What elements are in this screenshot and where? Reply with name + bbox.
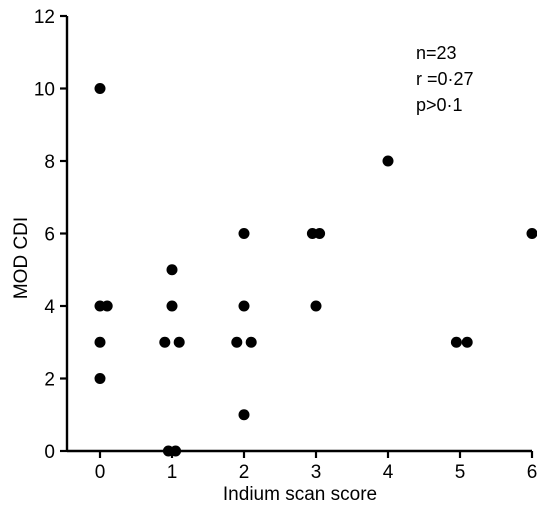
y-axis-label: MOD CDI xyxy=(11,217,32,299)
annotation-n: n=23 xyxy=(416,43,457,63)
y-tick-label: 8 xyxy=(44,152,55,173)
y-tick-label: 10 xyxy=(34,80,55,101)
y-tick-label: 2 xyxy=(44,370,55,391)
data-point xyxy=(94,373,106,384)
data-points xyxy=(94,83,537,457)
data-point xyxy=(450,336,462,348)
x-tick-label: 1 xyxy=(167,462,178,483)
x-tick-label: 4 xyxy=(383,462,394,483)
x-tick-label: 5 xyxy=(455,462,466,483)
data-point xyxy=(166,300,178,312)
x-tick-label: 6 xyxy=(527,462,537,483)
data-point xyxy=(526,228,537,239)
x-axis-label: Indium scan score xyxy=(223,484,377,505)
data-point xyxy=(94,336,106,348)
x-tick-label: 3 xyxy=(311,462,322,483)
data-point xyxy=(245,336,257,348)
data-point xyxy=(382,155,394,167)
data-point xyxy=(310,300,322,312)
y-tick-label: 4 xyxy=(44,297,55,318)
data-point xyxy=(238,409,250,421)
y-tick-label: 12 xyxy=(34,7,55,28)
x-tick-label: 0 xyxy=(95,462,106,483)
annotation-p: p>0·1 xyxy=(416,95,463,115)
data-point xyxy=(170,445,182,457)
y-tick-label: 0 xyxy=(44,442,55,463)
x-tick-label: 2 xyxy=(239,462,250,483)
annotation-r: r =0·27 xyxy=(416,69,474,89)
data-point xyxy=(231,336,243,348)
data-point xyxy=(173,336,185,348)
y-tick-label: 6 xyxy=(44,225,55,246)
x-ticks: 0 1 2 3 4 5 6 xyxy=(95,451,537,483)
data-point xyxy=(461,336,473,348)
data-point xyxy=(101,300,113,312)
data-point xyxy=(314,228,326,239)
data-point xyxy=(238,300,250,312)
data-point xyxy=(238,228,250,239)
data-point xyxy=(166,264,178,276)
data-point xyxy=(159,336,171,348)
y-ticks: 0 2 4 6 8 10 12 xyxy=(34,7,67,463)
data-point xyxy=(94,83,106,94)
